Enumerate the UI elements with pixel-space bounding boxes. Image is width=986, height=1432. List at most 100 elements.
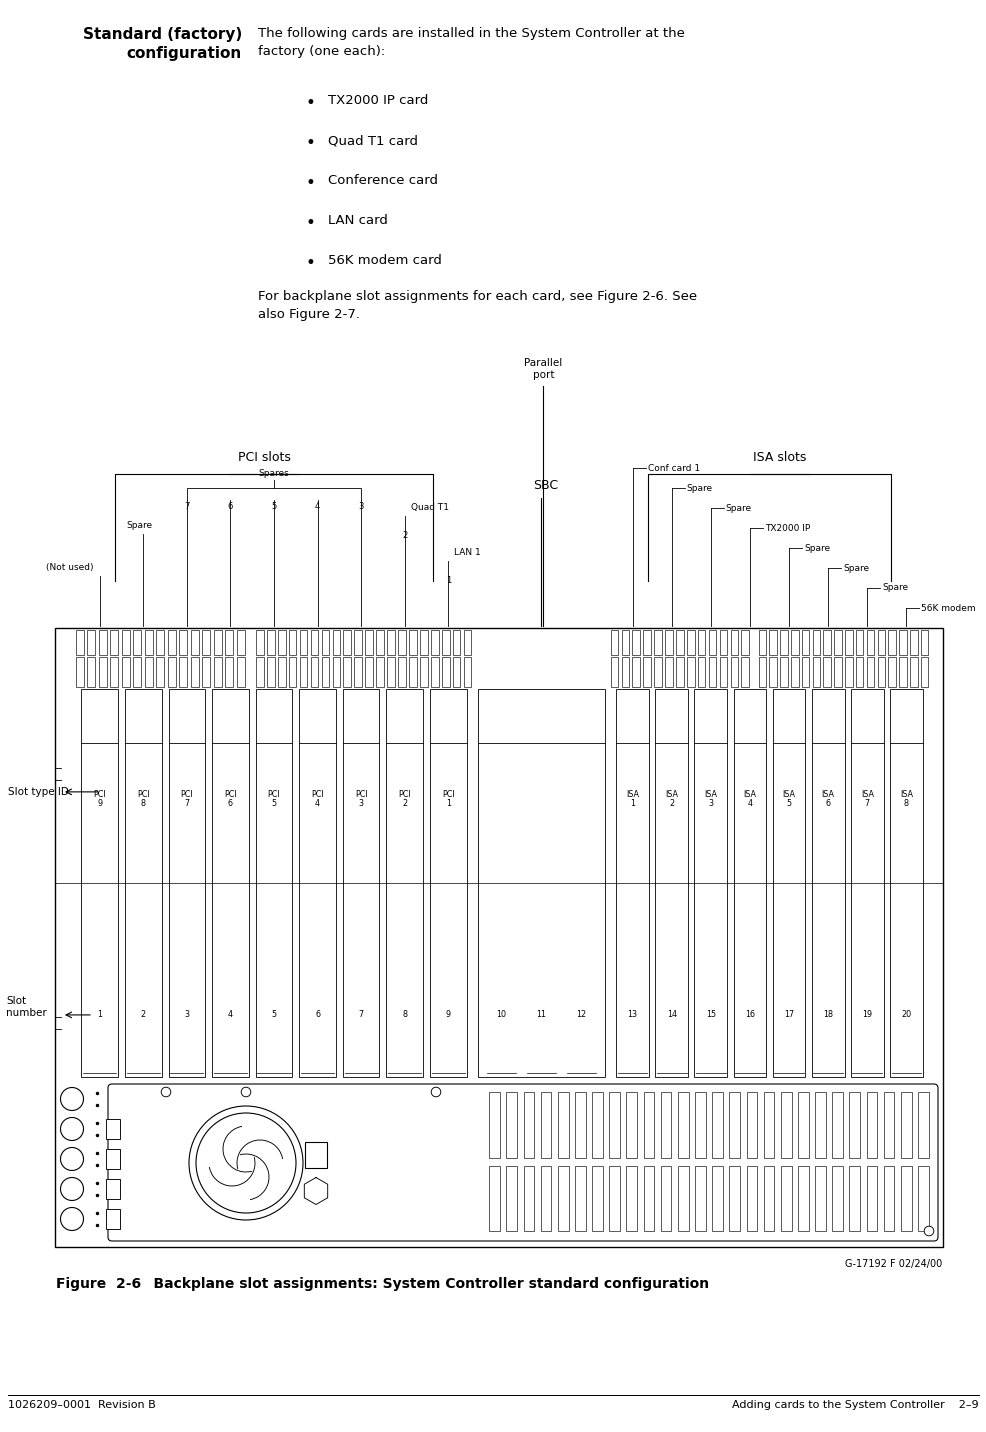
Bar <box>712 1093 722 1157</box>
Bar <box>772 689 805 1077</box>
Bar <box>332 630 340 654</box>
Bar <box>179 630 187 654</box>
Bar <box>255 630 263 654</box>
Bar <box>920 657 928 687</box>
Bar <box>719 630 727 654</box>
Bar <box>855 630 863 654</box>
Text: Quad T1: Quad T1 <box>410 503 449 513</box>
Bar <box>632 630 639 654</box>
Circle shape <box>923 1226 933 1236</box>
Text: Conf card 1: Conf card 1 <box>647 464 699 473</box>
Bar <box>790 657 798 687</box>
Bar <box>592 1093 602 1157</box>
Bar <box>769 630 776 654</box>
Bar <box>453 657 459 687</box>
Text: Spare: Spare <box>126 521 152 530</box>
Bar <box>882 1093 893 1157</box>
Bar <box>386 689 423 1077</box>
Bar <box>237 630 245 654</box>
Bar <box>305 1141 326 1169</box>
Bar <box>780 630 787 654</box>
Bar <box>889 689 922 1077</box>
Bar <box>82 689 118 1077</box>
Text: 4: 4 <box>228 1011 233 1020</box>
Bar <box>408 657 416 687</box>
Bar <box>179 657 187 687</box>
Bar <box>453 630 459 654</box>
Text: 9: 9 <box>446 1011 451 1020</box>
Bar <box>99 657 106 687</box>
Bar <box>626 1093 637 1157</box>
Text: 2: 2 <box>141 1011 146 1020</box>
Text: 1: 1 <box>98 1011 103 1020</box>
Text: 16: 16 <box>744 1011 754 1020</box>
Text: Slot
number: Slot number <box>6 997 46 1018</box>
Bar <box>654 630 662 654</box>
Circle shape <box>161 1087 171 1097</box>
Bar <box>557 1093 568 1157</box>
Bar <box>365 657 373 687</box>
Text: PCI
8: PCI 8 <box>137 790 150 808</box>
Bar <box>202 630 210 654</box>
Text: 15: 15 <box>705 1011 715 1020</box>
Text: 2: 2 <box>401 531 407 540</box>
Bar <box>740 630 748 654</box>
Bar <box>266 630 274 654</box>
Bar <box>99 630 106 654</box>
Bar <box>523 1093 533 1157</box>
Bar <box>900 1093 911 1157</box>
Bar <box>643 657 651 687</box>
Bar <box>125 689 162 1077</box>
Bar <box>877 657 884 687</box>
Bar <box>202 657 210 687</box>
Bar <box>397 630 405 654</box>
Bar <box>557 1166 568 1232</box>
Bar <box>866 1166 877 1232</box>
Bar <box>643 1093 654 1157</box>
Text: Backplane slot assignments: System Controller standard configuration: Backplane slot assignments: System Contr… <box>134 1277 708 1292</box>
Bar <box>675 657 683 687</box>
Bar <box>615 689 649 1077</box>
Text: Figure  2-6: Figure 2-6 <box>56 1277 141 1292</box>
Text: TX2000 IP card: TX2000 IP card <box>327 95 428 107</box>
Bar <box>255 657 263 687</box>
Bar <box>654 657 662 687</box>
Bar <box>420 630 427 654</box>
Bar <box>730 657 738 687</box>
Bar <box>289 630 296 654</box>
Bar <box>506 1166 517 1232</box>
Bar <box>917 1093 928 1157</box>
Bar <box>769 657 776 687</box>
Bar <box>632 657 639 687</box>
Circle shape <box>60 1207 84 1230</box>
Text: •: • <box>305 175 315 192</box>
Bar <box>877 630 884 654</box>
Bar <box>169 689 205 1077</box>
Bar <box>831 1166 842 1232</box>
Text: 1026209–0001  Revision B: 1026209–0001 Revision B <box>8 1400 156 1411</box>
Text: G-17192 F 02/24/00: G-17192 F 02/24/00 <box>844 1259 941 1269</box>
Text: 5: 5 <box>271 1011 276 1020</box>
Bar <box>156 630 164 654</box>
Bar <box>214 657 222 687</box>
Text: Spare: Spare <box>686 484 712 493</box>
Circle shape <box>188 1106 303 1220</box>
Bar <box>745 1093 756 1157</box>
Text: Quad T1 card: Quad T1 card <box>327 135 418 147</box>
Bar <box>608 1166 619 1232</box>
Text: 56K modem card: 56K modem card <box>327 253 442 266</box>
Bar <box>844 657 852 687</box>
Bar <box>106 1209 120 1229</box>
Bar <box>431 657 438 687</box>
Bar <box>592 1166 602 1232</box>
Bar <box>621 657 628 687</box>
Bar <box>694 1093 705 1157</box>
Bar <box>397 657 405 687</box>
Circle shape <box>60 1087 84 1110</box>
Bar <box>365 630 373 654</box>
Bar <box>763 1166 774 1232</box>
Bar <box>354 630 362 654</box>
Bar <box>665 630 672 654</box>
Bar <box>477 689 604 1077</box>
Text: ISA
1: ISA 1 <box>625 790 638 808</box>
